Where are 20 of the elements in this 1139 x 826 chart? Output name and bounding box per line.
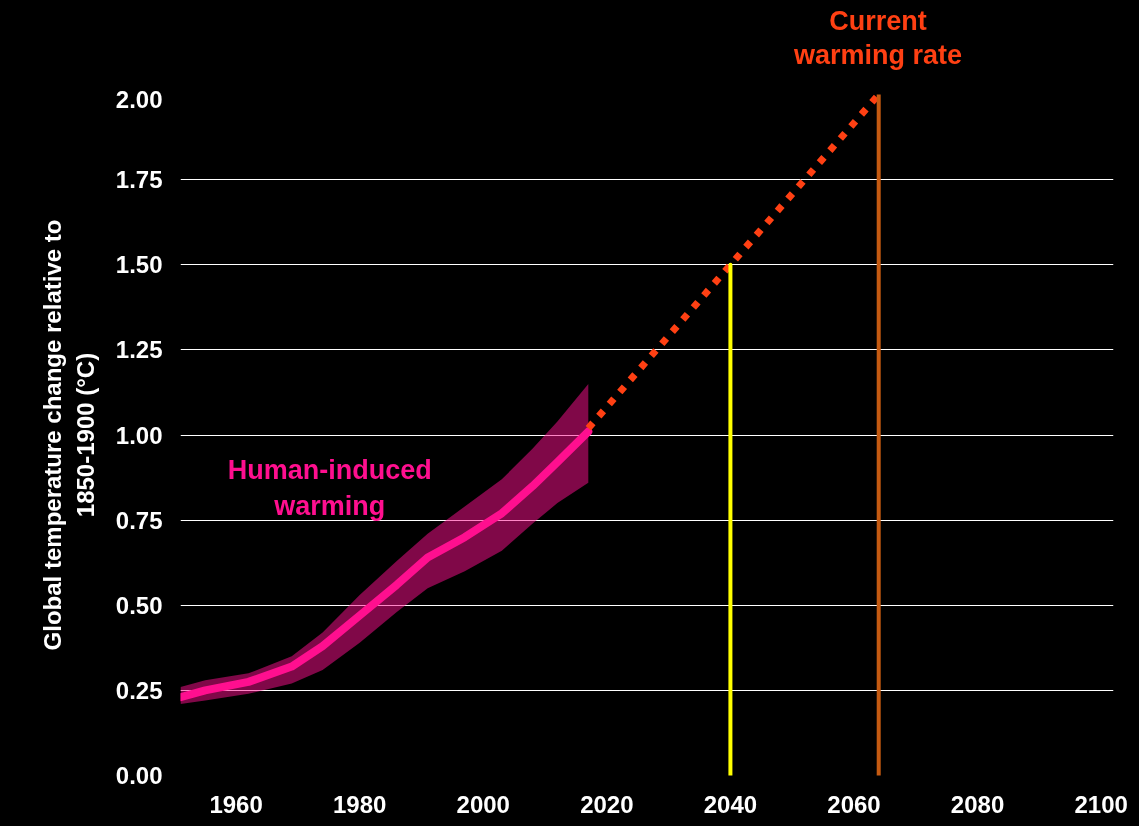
x-tick-label: 2000 xyxy=(456,790,510,818)
y-tick-label: 1.25 xyxy=(115,336,163,364)
text: Current warming rate xyxy=(792,5,964,72)
y-tick-label: 1.00 xyxy=(115,421,163,449)
x-tick-label: 2080 xyxy=(950,790,1005,818)
annotation: Human-induced warming xyxy=(227,455,432,522)
y-tick-label: 1.50 xyxy=(115,251,163,279)
x-tick-label: 1960 xyxy=(209,790,263,818)
x-tick-label: 2060 xyxy=(827,790,881,818)
x-tick-label: 2040 xyxy=(703,790,758,818)
y-axis-title: Global temperature change relative to 1850-1900 (°C) xyxy=(39,219,99,651)
y-tick-label: 0.75 xyxy=(115,506,163,534)
y-tick-label: 0.25 xyxy=(115,676,163,704)
x-tick-label: 2100 xyxy=(1074,790,1128,818)
y-tick-label: 1.75 xyxy=(115,166,163,194)
y-tick-label: 2.00 xyxy=(115,85,163,113)
y-tick-label: 0.00 xyxy=(115,762,163,789)
x-tick-label: 2020 xyxy=(580,790,634,818)
x-tick-label: 1980 xyxy=(332,790,387,818)
y-tick-label: 0.50 xyxy=(115,591,163,619)
